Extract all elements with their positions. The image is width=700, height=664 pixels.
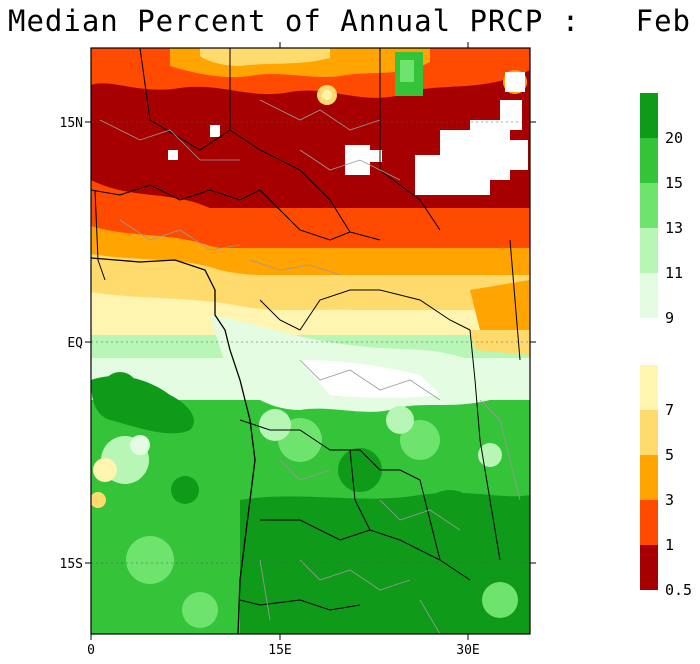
patch-dg-3 — [338, 448, 382, 492]
legend-lower-label-0: 7 — [665, 401, 674, 419]
province-borders — [99, 99, 521, 634]
lat-label-15s: 15S — [60, 557, 83, 572]
legend-lower-swatch-1 — [640, 410, 658, 455]
lat-label-eq: EQ — [67, 336, 83, 351]
legend-upper-label-3: 11 — [665, 264, 683, 282]
legend-lower-label-4: 0.5 — [665, 581, 692, 599]
legend-upper-swatch-2 — [640, 183, 658, 228]
lat-ticks — [85, 121, 536, 564]
patch-lg-5 — [482, 582, 518, 618]
legend-upper-swatch-3 — [640, 228, 658, 273]
sahel-orange-wave — [91, 226, 530, 275]
sahara-gold-edge — [200, 48, 330, 66]
patch-dg-4 — [420, 490, 480, 550]
patch-lg-4 — [400, 420, 440, 460]
patch-dg-1 — [102, 372, 138, 408]
legend-upper-swatch-0 — [640, 93, 658, 138]
patch-cream-1 — [93, 458, 117, 482]
sahel-red-wave — [91, 180, 530, 248]
patch-pg-2 — [259, 409, 291, 441]
patch-gold-1 — [91, 492, 106, 508]
legend-lower-swatch-2 — [640, 455, 658, 500]
legend-lower-swatch-3 — [640, 500, 658, 545]
legend-lower-label-1: 5 — [665, 446, 674, 464]
congo-coast-cream — [91, 300, 210, 335]
patch-lg-2 — [182, 592, 218, 628]
equator-white-core — [300, 360, 440, 399]
patch-dg-6 — [295, 565, 345, 615]
lon-ticks — [90, 42, 469, 640]
legend-upper-label-1: 15 — [665, 174, 683, 192]
east-africa-orange — [470, 280, 530, 330]
lon-label-15e: 15E — [268, 643, 291, 658]
legend-upper-label-0: 20 — [665, 129, 683, 147]
legend-lower-swatch-4 — [640, 545, 658, 590]
legend-upper: 20 15 13 11 9 — [640, 93, 683, 327]
lon-label-0: 0 — [87, 643, 95, 658]
patch-lg-1 — [126, 536, 174, 584]
sahara-lightgreen-patch — [400, 60, 414, 82]
map-title: Median Percent of Annual PRCP : Feb — [8, 4, 692, 38]
lon-label-30e: 30E — [456, 643, 479, 658]
lat-label-15n: 15N — [60, 116, 83, 131]
patch-pg-3 — [386, 406, 414, 434]
legend-upper-label-4: 9 — [665, 309, 674, 327]
legend-upper-label-2: 13 — [665, 219, 683, 237]
east-africa-gold — [470, 330, 530, 355]
sahara-spot-core — [322, 90, 332, 100]
patch-dg-2 — [171, 476, 199, 504]
legend-upper-swatch-1 — [640, 138, 658, 183]
legend-lower-swatch-0 — [640, 365, 658, 410]
legend-lower: 7 5 3 1 0.5 — [640, 365, 692, 599]
legend-lower-label-2: 3 — [665, 491, 674, 509]
country-borders — [91, 48, 521, 634]
map-frame — [90, 47, 531, 635]
patch-nw-1 — [130, 435, 150, 455]
legend-upper-swatch-4 — [640, 273, 658, 318]
missing-data-patches — [168, 72, 528, 195]
legend-lower-label-3: 1 — [665, 536, 674, 554]
graticule — [91, 121, 530, 564]
